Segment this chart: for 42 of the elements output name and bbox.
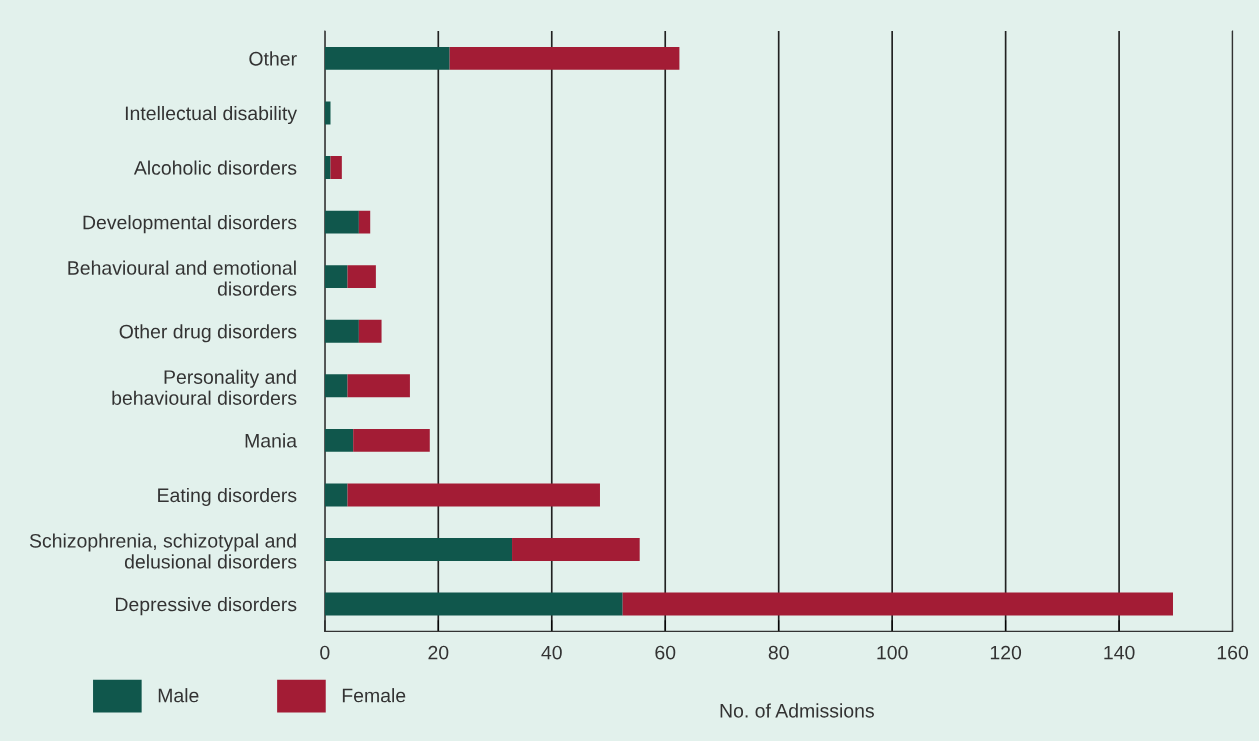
y-tick-label: Intellectual disability	[125, 105, 298, 125]
bar	[324, 483, 348, 507]
y-tick-label: Eating disorders	[158, 487, 297, 506]
x-tick-label: 140	[1104, 645, 1135, 660]
bar	[512, 538, 640, 561]
y-tick-label: Mania	[245, 433, 298, 448]
y-tick-label: Developmental disorders	[83, 215, 297, 234]
bar	[324, 210, 359, 234]
bar	[353, 428, 430, 452]
legend-label: Male	[158, 688, 199, 703]
x-tick-label: 160	[1217, 645, 1249, 660]
bar	[330, 156, 342, 179]
bar	[347, 374, 410, 398]
bar	[347, 265, 376, 289]
bar	[324, 265, 348, 289]
y-tick-label: Depressive disorders	[116, 597, 297, 616]
bar	[324, 319, 359, 343]
bar	[449, 46, 680, 70]
bar	[324, 374, 348, 398]
bar	[324, 46, 450, 70]
x-tick-label: 0	[320, 645, 330, 660]
x-tick-label: 100	[877, 645, 908, 660]
bar	[324, 538, 513, 561]
y-tick-label: Alcoholic disorders	[133, 160, 297, 175]
bar	[358, 210, 371, 234]
x-axis-title: No. of Admissions	[720, 703, 874, 718]
bar	[358, 319, 382, 343]
bar	[324, 428, 354, 452]
x-tick-label: 120	[990, 645, 1022, 660]
y-tick-label: Other	[249, 51, 297, 66]
y-tick-label: Personality and behavioural disorders	[112, 369, 297, 405]
x-tick-label: 60	[655, 645, 676, 660]
y-tick-label: Other drug disorders	[119, 324, 297, 343]
x-tick-label: 80	[768, 645, 789, 660]
y-tick-label: Schizophrenia, schizotypal and delusional disorders	[29, 533, 297, 569]
bar	[622, 592, 1173, 616]
bar	[324, 592, 623, 616]
x-tick-label: 40	[541, 645, 562, 660]
legend-label: Female	[342, 688, 406, 703]
x-tick-label: 20	[428, 645, 449, 660]
y-tick-label: Behavioural and emotional disorders	[68, 260, 297, 296]
bar	[347, 483, 600, 507]
